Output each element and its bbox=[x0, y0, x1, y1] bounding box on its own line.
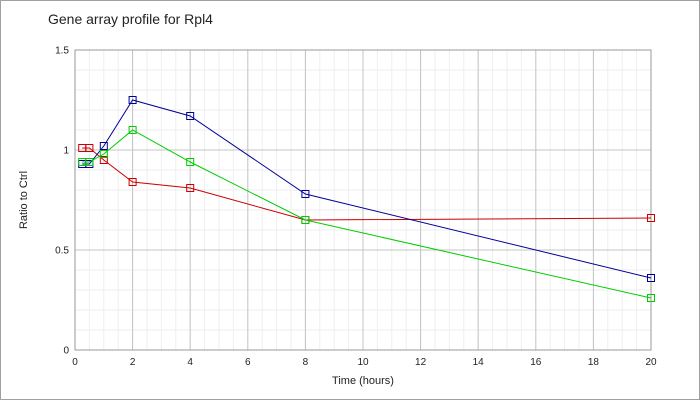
x-axis-label: Time (hours) bbox=[332, 375, 394, 387]
data-point bbox=[99, 142, 108, 150]
x-tick-label: 20 bbox=[645, 357, 657, 368]
data-point bbox=[186, 112, 195, 120]
y-tick-label: 0.5 bbox=[55, 246, 69, 257]
x-tick-label: 6 bbox=[245, 357, 251, 368]
y-tick-label: 1 bbox=[63, 146, 69, 157]
data-point bbox=[99, 150, 108, 158]
data-point bbox=[128, 126, 137, 134]
series-2 bbox=[78, 96, 655, 282]
series-3 bbox=[78, 126, 655, 302]
data-point bbox=[647, 274, 655, 282]
x-tick-label: 8 bbox=[303, 357, 309, 368]
series-line bbox=[82, 129, 652, 299]
data-point bbox=[99, 156, 108, 164]
x-tick-label: 2 bbox=[130, 357, 136, 368]
data-point bbox=[128, 96, 137, 104]
series-layer bbox=[78, 96, 655, 302]
x-tick-label: 4 bbox=[187, 357, 193, 368]
x-tick-label: 14 bbox=[473, 357, 485, 368]
series-line bbox=[82, 99, 652, 279]
series-1 bbox=[78, 144, 655, 224]
data-point bbox=[301, 216, 310, 224]
data-point bbox=[85, 158, 94, 166]
data-point bbox=[85, 144, 94, 152]
y-tick-label: 1.5 bbox=[55, 46, 69, 57]
x-tick-label: 12 bbox=[415, 357, 427, 368]
plot-area bbox=[74, 49, 652, 351]
x-axis-ticks: 0 2 4 6 8 10 12 14 16 18 20 bbox=[72, 357, 657, 368]
data-point bbox=[647, 214, 655, 222]
y-axis-ticks: 0 0.5 1 1.5 bbox=[55, 46, 69, 357]
x-tick-label: 16 bbox=[530, 357, 542, 368]
x-tick-label: 18 bbox=[588, 357, 600, 368]
x-tick-label: 10 bbox=[357, 357, 369, 368]
data-point bbox=[186, 158, 195, 166]
y-tick-label: 0 bbox=[63, 346, 69, 357]
data-point bbox=[301, 190, 310, 198]
data-point bbox=[186, 184, 195, 192]
x-tick-label: 0 bbox=[72, 357, 78, 368]
y-axis-label: Ratio to Ctrl bbox=[18, 171, 30, 229]
data-point bbox=[128, 178, 137, 186]
data-point bbox=[647, 294, 655, 302]
chart-title: Gene array profile for Rpl4 bbox=[48, 11, 213, 27]
